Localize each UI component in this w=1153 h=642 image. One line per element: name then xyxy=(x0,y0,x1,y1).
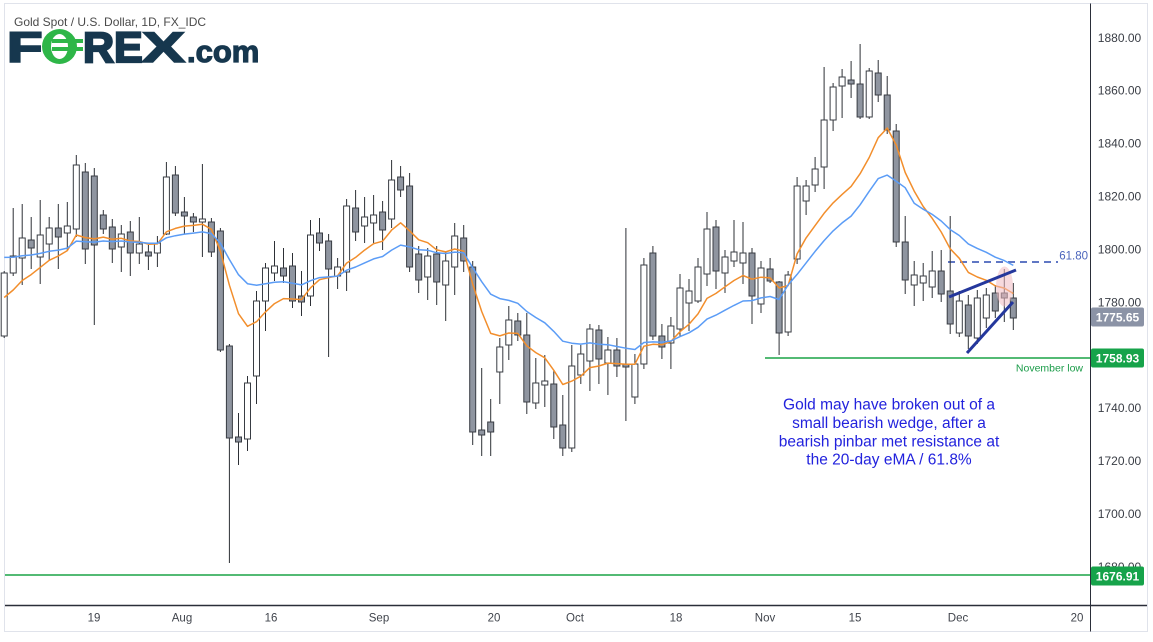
svg-text:Oct: Oct xyxy=(566,613,585,625)
svg-text:16: 16 xyxy=(265,613,278,625)
svg-text:Dec: Dec xyxy=(948,613,969,625)
svg-text:1758.93: 1758.93 xyxy=(1096,352,1140,366)
svg-text:Sep: Sep xyxy=(369,613,389,625)
svg-text:1860.00: 1860.00 xyxy=(1098,84,1142,98)
svg-text:1780.00: 1780.00 xyxy=(1098,295,1142,309)
svg-text:RE: RE xyxy=(83,24,143,72)
svg-text:20: 20 xyxy=(488,613,501,625)
svg-text:18: 18 xyxy=(670,613,683,625)
svg-text:Nov: Nov xyxy=(755,613,776,625)
svg-text:15: 15 xyxy=(849,613,862,625)
svg-text:bearish pinbar met resistance: bearish pinbar met resistance at xyxy=(779,433,1000,450)
svg-text:1880.00: 1880.00 xyxy=(1098,31,1142,45)
svg-text:Gold Spot / U.S. Dollar, 1D, F: Gold Spot / U.S. Dollar, 1D, FX_IDC xyxy=(14,15,206,29)
svg-text:1800.00: 1800.00 xyxy=(1098,242,1142,256)
svg-text:November low: November low xyxy=(1016,363,1084,375)
svg-text:F: F xyxy=(7,23,42,71)
svg-text:Gold may have broken out of a: Gold may have broken out of a xyxy=(783,397,995,414)
svg-text:19: 19 xyxy=(88,613,101,625)
svg-text:X: X xyxy=(142,23,186,72)
svg-text:1840.00: 1840.00 xyxy=(1098,137,1142,151)
svg-text:small bearish wedge, after a: small bearish wedge, after a xyxy=(792,415,986,432)
svg-text:1700.00: 1700.00 xyxy=(1098,507,1142,521)
svg-text:1775.65: 1775.65 xyxy=(1096,311,1140,325)
svg-text:.com: .com xyxy=(187,34,259,69)
svg-text:1820.00: 1820.00 xyxy=(1098,190,1142,204)
svg-text:the 20-day eMA / 61.8%: the 20-day eMA / 61.8% xyxy=(806,452,972,469)
svg-text:1740.00: 1740.00 xyxy=(1098,401,1142,415)
svg-text:Aug: Aug xyxy=(172,613,192,625)
svg-text:1676.91: 1676.91 xyxy=(1096,570,1140,584)
svg-text:61.80: 61.80 xyxy=(1059,251,1088,263)
svg-text:1720.00: 1720.00 xyxy=(1098,454,1142,468)
svg-text:20: 20 xyxy=(1071,613,1084,625)
